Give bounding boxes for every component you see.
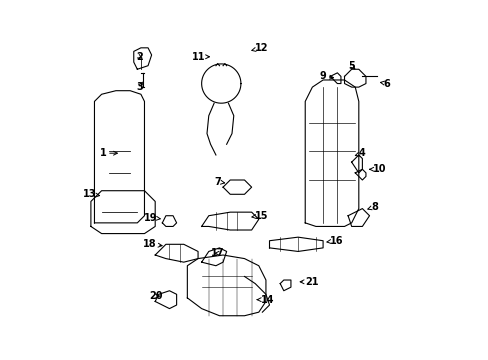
Text: 12: 12 — [251, 43, 268, 53]
Text: 14: 14 — [257, 295, 273, 305]
Text: 11: 11 — [191, 52, 209, 62]
Text: 10: 10 — [369, 164, 386, 174]
Text: 7: 7 — [214, 177, 224, 187]
Text: 15: 15 — [251, 211, 268, 221]
Text: 1: 1 — [100, 148, 117, 158]
Text: 6: 6 — [380, 78, 390, 89]
Text: 19: 19 — [143, 212, 160, 222]
Text: 18: 18 — [143, 239, 162, 249]
Text: 5: 5 — [347, 61, 354, 71]
Text: 8: 8 — [367, 202, 377, 212]
Text: 9: 9 — [319, 71, 333, 81]
Text: 20: 20 — [148, 291, 162, 301]
Text: 2: 2 — [136, 52, 142, 62]
Text: 3: 3 — [136, 82, 142, 92]
Text: 13: 13 — [82, 189, 100, 199]
Text: 16: 16 — [326, 236, 343, 246]
Text: 21: 21 — [300, 277, 318, 287]
Text: 17: 17 — [210, 248, 224, 258]
Text: 4: 4 — [355, 148, 365, 158]
